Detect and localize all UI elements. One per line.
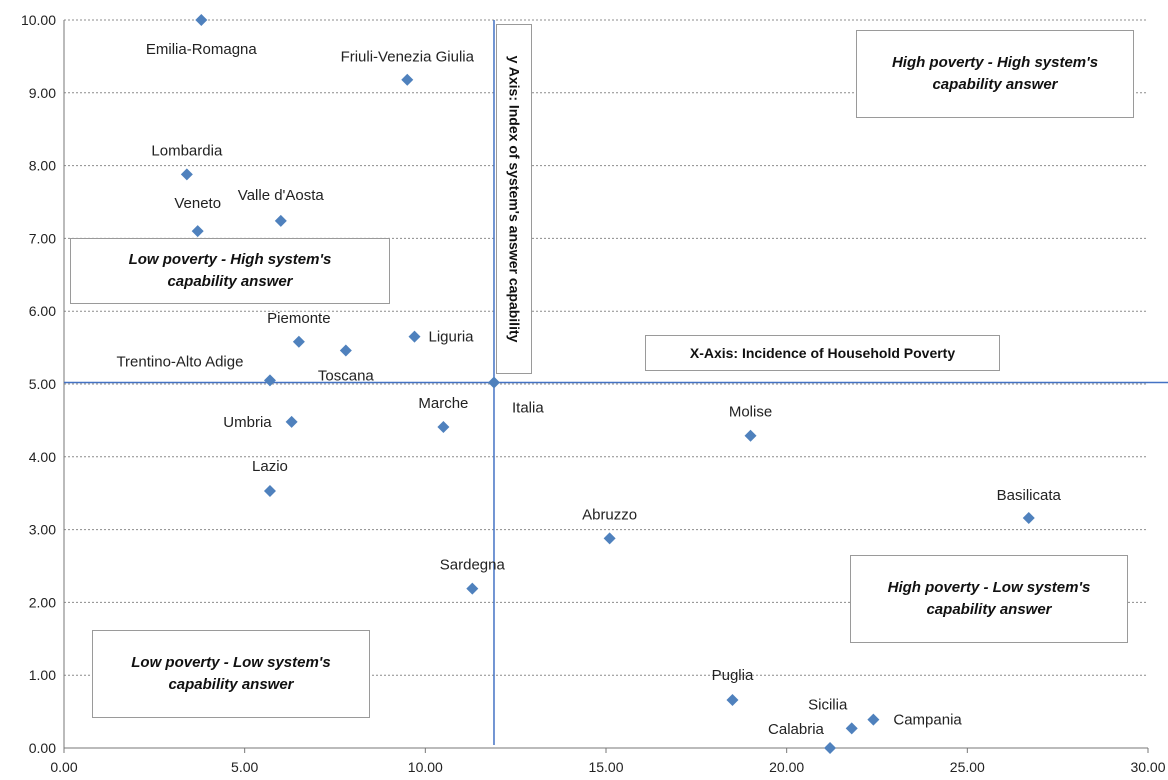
- x-tick-label: 20.00: [769, 759, 804, 775]
- data-point: [263, 485, 276, 498]
- point-label: Liguria: [428, 329, 474, 346]
- quadrant-high-poverty-high-capability: High poverty - High system's capability …: [856, 30, 1134, 118]
- point-label: Toscana: [318, 368, 375, 385]
- point-label: Piemonte: [267, 310, 330, 327]
- x-axis-title-text: X-Axis: Incidence of Household Poverty: [689, 345, 956, 361]
- data-point: [824, 742, 837, 754]
- data-point: [195, 14, 208, 26]
- quadrant-text-line1: High poverty - Low system's: [887, 579, 1091, 596]
- point-label: Lazio: [252, 458, 288, 475]
- point-label: Sicilia: [808, 696, 848, 713]
- x-tick-label: 10.00: [408, 759, 443, 775]
- y-tick-label: 7.00: [29, 230, 56, 246]
- quadrant-text-line1: Low poverty - High system's: [128, 251, 332, 268]
- y-tick-label: 0.00: [29, 740, 56, 756]
- data-point: [845, 722, 858, 735]
- point-label: Lombardia: [151, 142, 223, 159]
- data-point: [744, 429, 757, 442]
- y-tick-label: 8.00: [29, 158, 56, 174]
- point-label: Abruzzo: [582, 506, 637, 523]
- x-axis-title: X-Axis: Incidence of Household Poverty: [645, 335, 1000, 371]
- data-point: [867, 713, 880, 726]
- y-tick-label: 10.00: [21, 12, 56, 28]
- quadrant-text-line2: capability answer: [167, 273, 293, 290]
- point-label: Emilia-Romagna: [146, 41, 258, 58]
- quadrant-text-line2: capability answer: [168, 676, 294, 693]
- point-label: Valle d'Aosta: [238, 187, 325, 204]
- y-tick-label: 5.00: [29, 376, 56, 392]
- point-label: Molise: [729, 404, 772, 421]
- axes: 0.00 1.00 2.00 3.00 4.00 5.00 6.00 7.00 8.00 9.00…: [21, 12, 1166, 775]
- y-tick-label: 6.00: [29, 303, 56, 319]
- y-tick-label: 1.00: [29, 667, 56, 683]
- x-tick-label: 0.00: [50, 759, 77, 775]
- data-point: [191, 225, 204, 238]
- quadrant-text-line1: Low poverty - Low system's: [131, 654, 331, 671]
- y-tick-label: 4.00: [29, 449, 56, 465]
- data-point: [274, 214, 287, 227]
- point-label: Umbria: [223, 414, 272, 431]
- y-tick-label: 9.00: [29, 85, 56, 101]
- point-label: Trentino-Alto Adige: [116, 353, 243, 370]
- x-tick-label: 5.00: [231, 759, 258, 775]
- data-point: [339, 344, 352, 357]
- data-point: [1022, 511, 1035, 524]
- quadrant-low-poverty-high-capability: Low poverty - High system's capability a…: [70, 238, 390, 304]
- y-tick-label: 2.00: [29, 594, 56, 610]
- data-point: [487, 376, 500, 389]
- data-point: [292, 335, 305, 348]
- x-tick-label: 30.00: [1130, 759, 1165, 775]
- point-label: Campania: [893, 712, 962, 729]
- data-point: [603, 532, 616, 545]
- data-point: [726, 693, 739, 706]
- point-label: Italia: [512, 400, 544, 417]
- point-label: Friuli-Venezia Giulia: [341, 49, 475, 66]
- point-label: Sardegna: [440, 557, 506, 574]
- y-axis-title-text: y Axis: Index of system's answer capabil…: [506, 55, 523, 343]
- y-tick-label: 3.00: [29, 522, 56, 538]
- quadrant-text-line1: High poverty - High system's: [891, 54, 1099, 71]
- data-point: [466, 582, 479, 595]
- x-tick-label: 15.00: [588, 759, 623, 775]
- quadrant-text-line2: capability answer: [926, 601, 1052, 618]
- data-point: [437, 420, 450, 433]
- quadrant-low-poverty-low-capability: Low poverty - Low system's capability an…: [92, 630, 370, 718]
- point-labels: Emilia-Romagna Friuli-Venezia Giulia Lomba…: [116, 41, 1061, 738]
- data-point: [180, 168, 193, 181]
- data-point: [285, 415, 298, 428]
- point-label: Calabria: [768, 721, 825, 738]
- data-point: [263, 374, 276, 387]
- data-point: [401, 73, 414, 86]
- data-points: [180, 14, 1035, 754]
- data-point: [408, 330, 421, 343]
- point-label: Puglia: [712, 667, 754, 684]
- point-label: Veneto: [174, 195, 221, 212]
- quadrant-high-poverty-low-capability: High poverty - Low system's capability a…: [850, 555, 1128, 643]
- y-axis-title: y Axis: Index of system's answer capabil…: [496, 24, 532, 374]
- x-tick-label: 25.00: [950, 759, 985, 775]
- point-label: Basilicata: [997, 487, 1062, 504]
- point-label: Marche: [418, 395, 468, 412]
- quadrant-text-line2: capability answer: [932, 76, 1058, 93]
